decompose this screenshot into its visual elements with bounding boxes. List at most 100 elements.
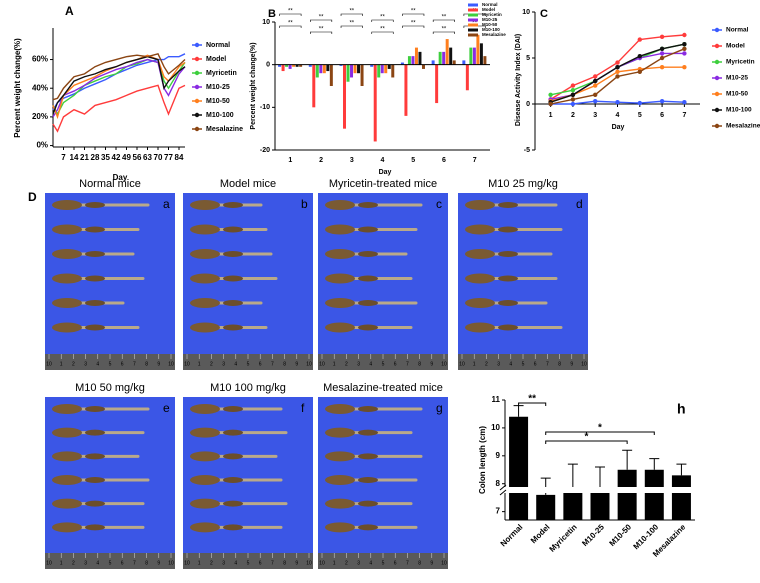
colon-head bbox=[325, 404, 355, 414]
colon-head bbox=[325, 451, 355, 462]
colon-segment bbox=[358, 324, 378, 331]
bar bbox=[671, 475, 691, 520]
ruler-label: 4 bbox=[369, 361, 372, 367]
ruler-label: 4 bbox=[509, 361, 512, 367]
ruler-label: 10 bbox=[46, 560, 52, 566]
bar bbox=[281, 64, 285, 72]
bar bbox=[644, 469, 664, 520]
sig-bracket bbox=[310, 19, 333, 22]
ruler-label: 10 bbox=[319, 560, 325, 566]
bar bbox=[590, 489, 610, 520]
colon-segment bbox=[85, 453, 105, 460]
colon-head bbox=[52, 427, 82, 438]
colon-segment bbox=[223, 202, 243, 208]
colon-head bbox=[190, 273, 220, 284]
sig-label: * bbox=[584, 432, 588, 443]
colon-head bbox=[190, 224, 220, 235]
colon-head bbox=[52, 249, 82, 259]
sig-bracket bbox=[310, 31, 333, 34]
ruler-label: 1 bbox=[473, 361, 476, 367]
colon-head bbox=[52, 322, 82, 333]
data-point bbox=[570, 101, 576, 107]
ruler-label: 10 bbox=[459, 361, 465, 367]
colon-segment bbox=[358, 226, 378, 233]
ruler-label: 4 bbox=[96, 560, 99, 566]
bar bbox=[278, 64, 282, 67]
colon-head bbox=[465, 224, 495, 235]
data-point bbox=[615, 69, 620, 75]
ruler-label: 10 bbox=[168, 361, 174, 367]
ruler-label: 7 bbox=[271, 560, 274, 566]
error-bar bbox=[595, 466, 605, 490]
data-line bbox=[52, 55, 186, 115]
colon-head bbox=[325, 298, 355, 308]
sig-bracket bbox=[402, 13, 425, 16]
x-tick-label: 4 bbox=[381, 157, 385, 164]
colon-head bbox=[465, 298, 495, 308]
sig-bracket bbox=[432, 19, 455, 22]
ruler-label: 1 bbox=[333, 560, 336, 566]
photo-title: M10 50 mg/kg bbox=[75, 382, 145, 394]
data-point bbox=[659, 55, 665, 61]
y-tick-label: 10 bbox=[262, 19, 270, 26]
bar bbox=[370, 64, 374, 67]
y-axis-label: Percent weight change(%) bbox=[13, 38, 22, 138]
ruler-label: 2 bbox=[345, 361, 348, 367]
sig-label: ** bbox=[319, 15, 324, 21]
ruler-label: 1 bbox=[198, 560, 201, 566]
bar bbox=[438, 51, 442, 65]
photo-letter: a bbox=[163, 197, 170, 211]
colon-head bbox=[52, 498, 82, 509]
ruler-label: 5 bbox=[247, 361, 250, 367]
colon-head bbox=[325, 475, 355, 485]
sig-bracket bbox=[279, 13, 302, 16]
bar bbox=[380, 64, 384, 74]
ruler-label: 3 bbox=[357, 361, 360, 367]
sig-label: ** bbox=[319, 27, 324, 33]
error-bar bbox=[676, 463, 687, 476]
ruler-label: 7 bbox=[271, 361, 274, 367]
ruler-label: 7 bbox=[133, 361, 136, 367]
colon-segment bbox=[85, 251, 105, 257]
ruler-label: 10 bbox=[168, 560, 174, 566]
legend-marker bbox=[714, 107, 720, 113]
bar bbox=[299, 64, 303, 67]
x-tick-label: Myricetin bbox=[548, 522, 579, 553]
x-tick-label: 7 bbox=[682, 112, 686, 119]
x-tick-label: 3 bbox=[350, 157, 354, 164]
colon-segment bbox=[85, 524, 105, 531]
y-tick-label: 5 bbox=[526, 55, 530, 62]
photo-title: Mesalazine-treated mice bbox=[323, 382, 443, 394]
x-tick-label: 14 bbox=[70, 153, 79, 162]
sig-bracket bbox=[545, 431, 655, 435]
data-point bbox=[682, 32, 687, 38]
bar bbox=[445, 39, 449, 65]
colon-head bbox=[190, 298, 220, 308]
legend-marker bbox=[194, 42, 200, 48]
ruler-label: 9 bbox=[157, 361, 160, 367]
data-point bbox=[659, 51, 665, 56]
bar bbox=[346, 64, 350, 82]
ruler-label: 8 bbox=[283, 361, 286, 367]
colon-head bbox=[190, 475, 220, 485]
colon-head bbox=[465, 273, 495, 284]
sig-label: ** bbox=[528, 394, 536, 405]
sig-label: ** bbox=[442, 15, 447, 21]
legend-label: M10-50 bbox=[206, 98, 230, 105]
y-tick-label: -20 bbox=[260, 147, 270, 154]
x-tick-label: 2 bbox=[319, 157, 323, 164]
x-tick-label: 84 bbox=[175, 153, 184, 162]
ruler-label: 4 bbox=[369, 560, 372, 566]
ruler-label: 6 bbox=[259, 560, 262, 566]
colon-segment bbox=[223, 300, 243, 306]
legend-label: Mesalazine bbox=[206, 126, 243, 133]
ruler-label: 10 bbox=[306, 560, 312, 566]
colon-segment bbox=[223, 500, 243, 507]
y-tick-label: 11 bbox=[492, 395, 501, 404]
bar bbox=[308, 64, 312, 67]
colon-segment bbox=[223, 453, 243, 460]
x-tick-label: 56 bbox=[133, 153, 142, 162]
data-point bbox=[682, 65, 687, 70]
ruler-label: 3 bbox=[222, 361, 225, 367]
